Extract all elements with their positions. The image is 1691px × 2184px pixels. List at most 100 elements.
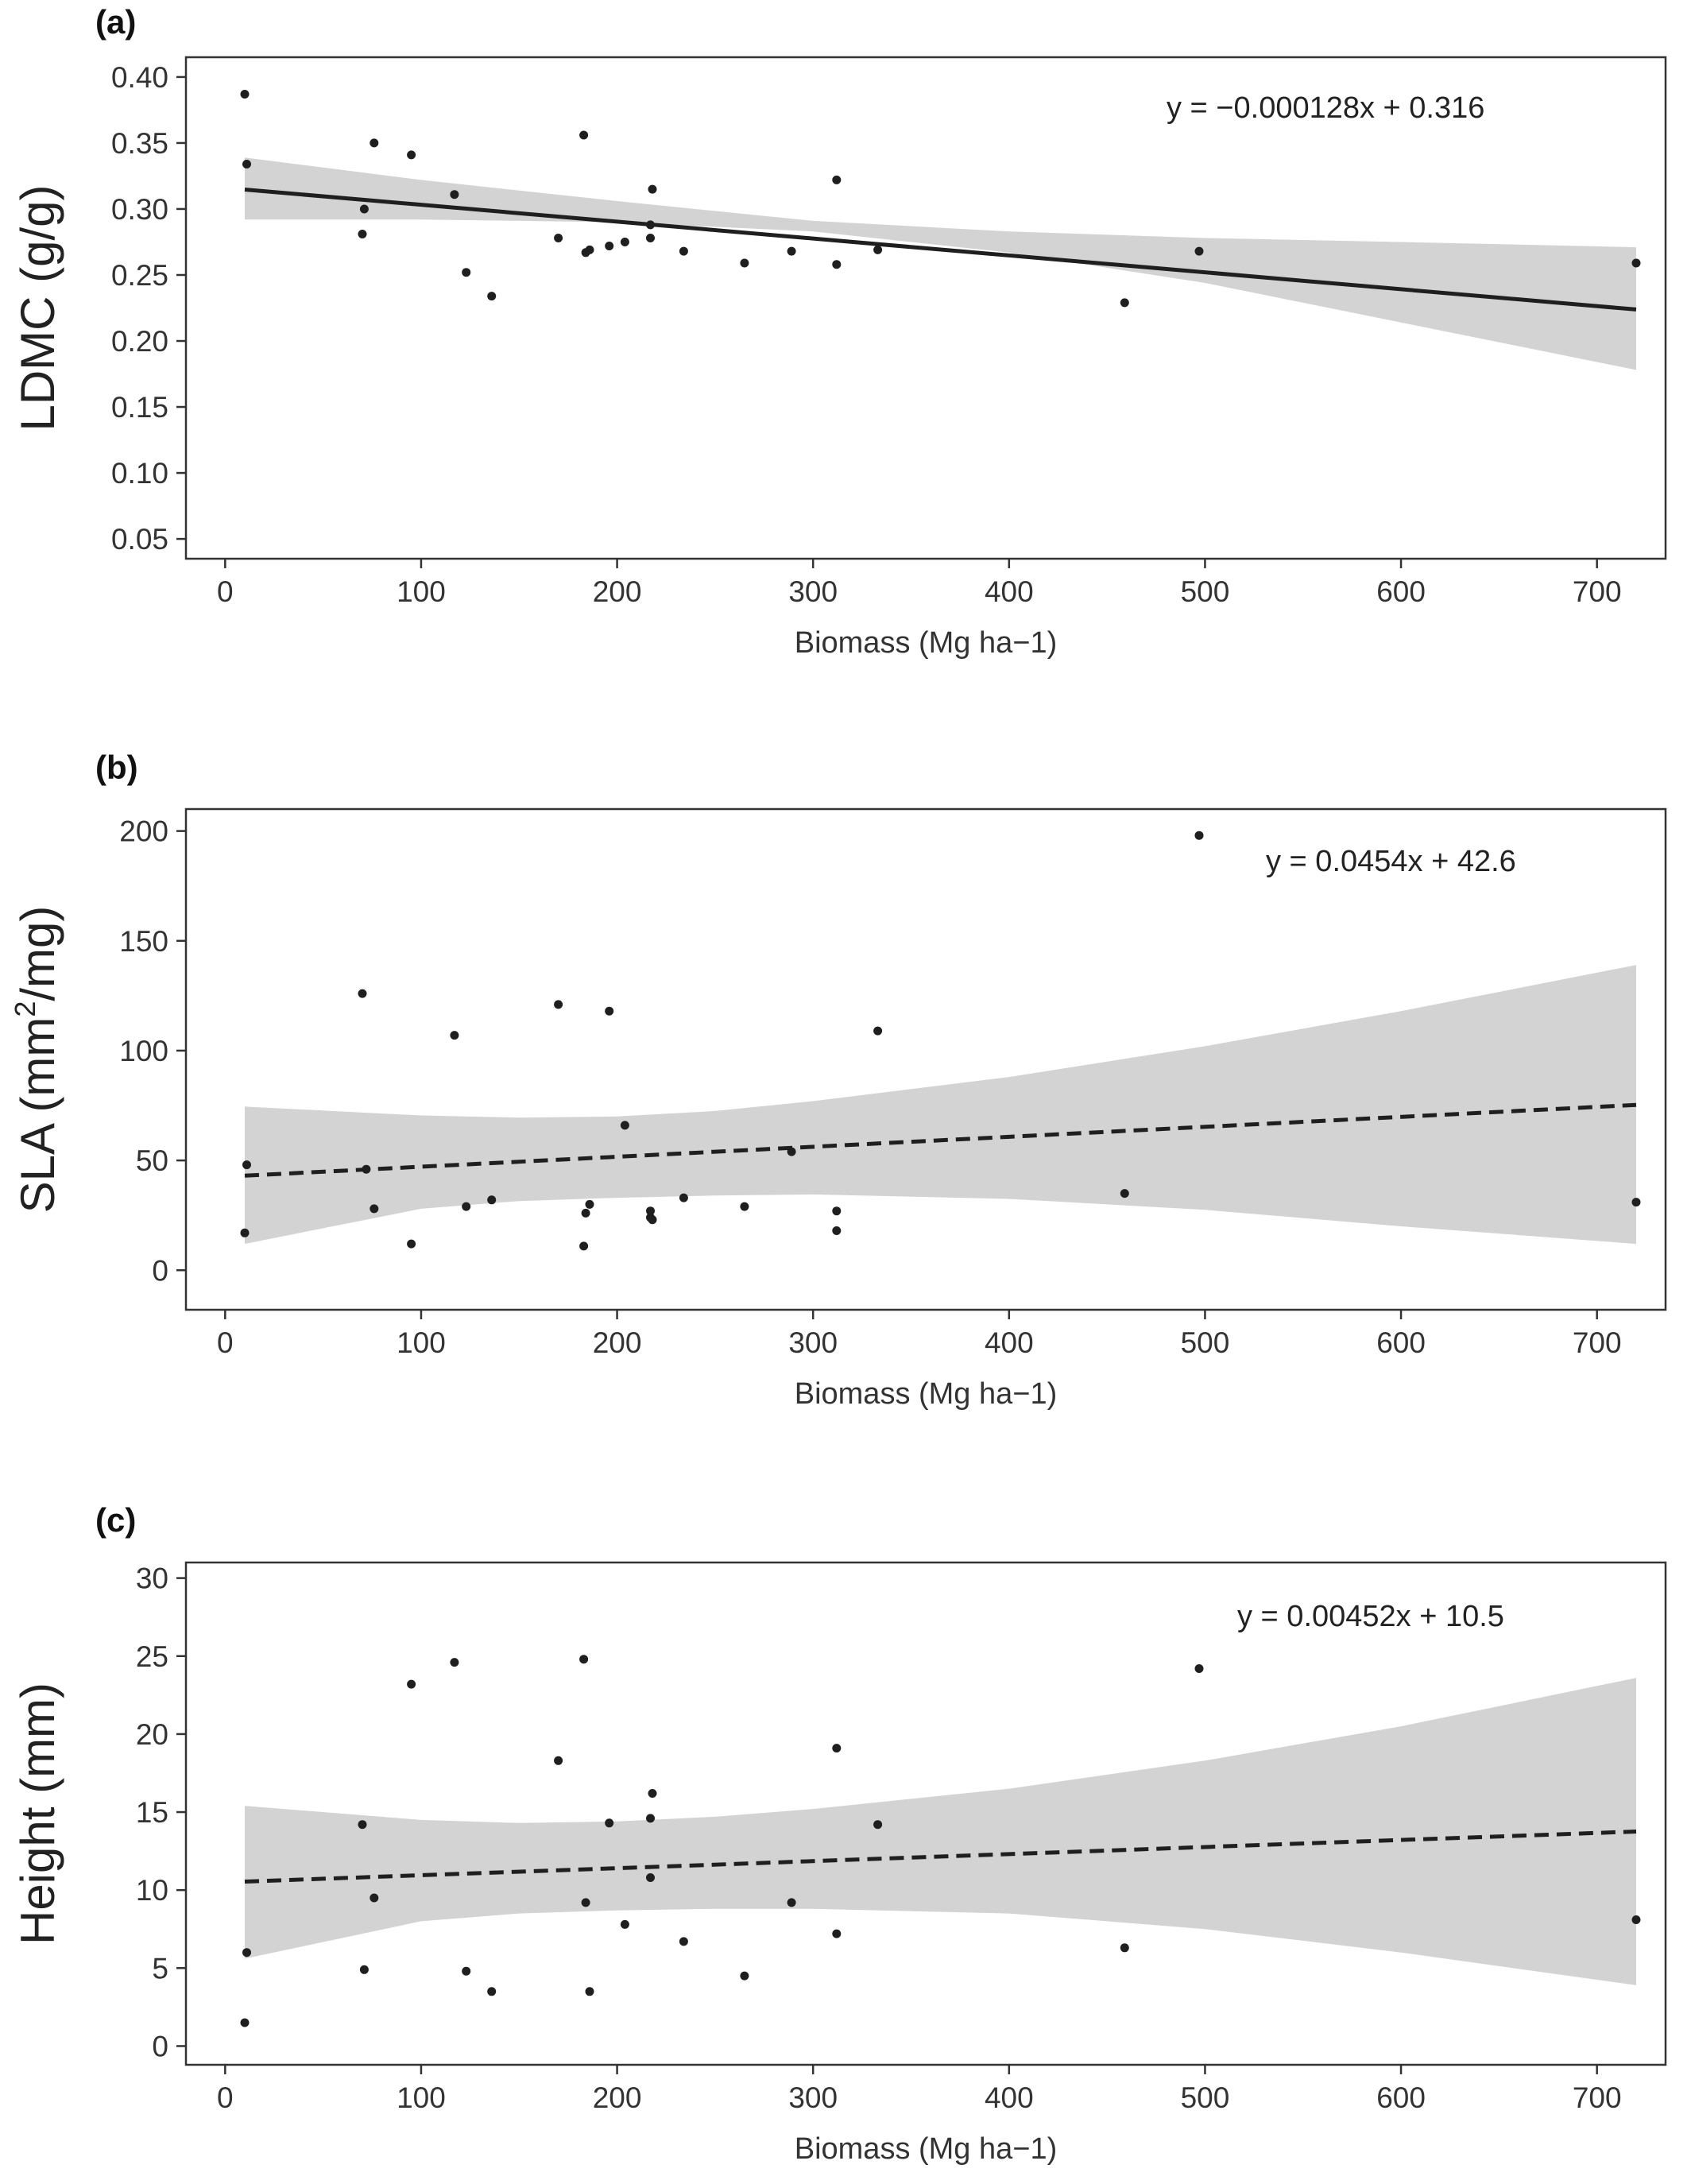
x-tick-label: 0 bbox=[217, 1326, 234, 1359]
data-point bbox=[242, 1160, 251, 1170]
data-point bbox=[585, 245, 594, 254]
data-point bbox=[679, 1937, 688, 1946]
y-tick-label: 200 bbox=[119, 815, 168, 848]
data-point bbox=[370, 1893, 379, 1903]
data-point bbox=[240, 2018, 250, 2027]
data-point bbox=[1631, 1198, 1641, 1207]
x-tick-label: 700 bbox=[1573, 575, 1622, 608]
data-point bbox=[832, 1206, 842, 1216]
data-point bbox=[370, 1204, 379, 1214]
data-point bbox=[359, 1965, 369, 1974]
x-tick-label: 300 bbox=[788, 575, 838, 608]
data-point bbox=[581, 1898, 590, 1907]
data-point bbox=[487, 1195, 497, 1205]
data-point bbox=[240, 1228, 250, 1237]
data-point bbox=[1194, 1664, 1204, 1673]
x-tick-label: 500 bbox=[1181, 2081, 1230, 2114]
data-point bbox=[873, 245, 883, 254]
y-tick-label: 0 bbox=[152, 2030, 168, 2062]
data-point bbox=[579, 1241, 589, 1251]
confidence-band bbox=[245, 965, 1636, 1245]
data-point bbox=[648, 1215, 657, 1225]
data-point bbox=[462, 268, 471, 277]
data-point bbox=[605, 1006, 614, 1016]
data-point bbox=[832, 260, 842, 269]
y-tick-label: 15 bbox=[136, 1796, 168, 1829]
data-point bbox=[832, 175, 842, 184]
y-axis-title-part: /mg) bbox=[11, 906, 64, 1001]
data-point bbox=[407, 1679, 416, 1689]
data-point bbox=[359, 204, 369, 214]
data-point bbox=[620, 1121, 629, 1130]
data-point bbox=[585, 1199, 594, 1209]
data-point bbox=[407, 150, 416, 160]
y-tick-label: 0.35 bbox=[111, 127, 168, 160]
y-axis-title-superscript: 2 bbox=[9, 1001, 41, 1017]
data-point bbox=[581, 1208, 590, 1218]
data-point bbox=[787, 246, 796, 256]
data-point bbox=[1120, 1189, 1129, 1198]
data-point bbox=[605, 1818, 614, 1828]
y-axis-title: SLA (mm2/mg) bbox=[9, 906, 64, 1214]
regression-line bbox=[244, 188, 1637, 312]
confidence-band bbox=[245, 157, 1636, 370]
x-tick-label: 100 bbox=[397, 575, 446, 608]
data-point bbox=[462, 1966, 471, 1976]
y-tick-label: 0.15 bbox=[111, 391, 168, 424]
y-tick-label: 0.25 bbox=[111, 259, 168, 292]
data-point bbox=[579, 130, 589, 140]
data-point bbox=[450, 190, 459, 199]
x-tick-label: 200 bbox=[593, 1326, 642, 1359]
data-point bbox=[646, 1814, 655, 1823]
y-axis-title-part: SLA (mm bbox=[11, 1017, 64, 1214]
panel-label: (a) bbox=[95, 3, 136, 41]
data-point bbox=[487, 292, 497, 301]
data-point bbox=[242, 160, 251, 168]
x-tick-label: 600 bbox=[1376, 2081, 1426, 2114]
x-tick-label: 300 bbox=[788, 2081, 838, 2114]
x-tick-label: 700 bbox=[1573, 2081, 1622, 2114]
data-point bbox=[370, 138, 379, 148]
panel-label: (b) bbox=[95, 749, 138, 786]
y-tick-label: 50 bbox=[136, 1144, 168, 1177]
regression-line bbox=[244, 1829, 1637, 1884]
data-point bbox=[1194, 831, 1204, 840]
y-axis-title: Height (mm) bbox=[11, 1683, 64, 1945]
x-tick-label: 400 bbox=[985, 575, 1034, 608]
data-point bbox=[646, 220, 655, 230]
plot-frame bbox=[184, 1561, 1667, 2066]
y-tick-label: 30 bbox=[136, 1562, 168, 1595]
data-point bbox=[462, 1202, 471, 1211]
data-point bbox=[620, 1919, 629, 1929]
y-tick-label: 20 bbox=[136, 1718, 168, 1751]
y-tick-label: 10 bbox=[136, 1874, 168, 1907]
data-point bbox=[1120, 1943, 1129, 1953]
x-axis-title: Biomass (Mg ha−1) bbox=[795, 1377, 1058, 1411]
data-point bbox=[487, 1987, 497, 1996]
data-point bbox=[554, 1000, 563, 1009]
x-tick-label: 400 bbox=[985, 1326, 1034, 1359]
data-point bbox=[554, 1756, 563, 1765]
data-point bbox=[450, 1031, 459, 1040]
data-point bbox=[646, 1206, 655, 1216]
data-point bbox=[1631, 258, 1641, 268]
data-point bbox=[407, 1239, 416, 1249]
regression-equation: y = 0.0454x + 42.6 bbox=[1266, 845, 1516, 878]
y-tick-label: 0.30 bbox=[111, 193, 168, 226]
data-point bbox=[450, 1658, 459, 1667]
data-point bbox=[679, 246, 688, 256]
data-point bbox=[358, 989, 367, 998]
x-tick-label: 100 bbox=[397, 1326, 446, 1359]
x-tick-label: 700 bbox=[1573, 1326, 1622, 1359]
data-point bbox=[740, 1202, 749, 1211]
x-tick-label: 600 bbox=[1376, 1326, 1426, 1359]
regression-equation: y = −0.000128x + 0.316 bbox=[1167, 91, 1484, 125]
data-point bbox=[873, 1820, 883, 1830]
plot-frame bbox=[184, 56, 1667, 560]
x-tick-label: 500 bbox=[1181, 1326, 1230, 1359]
data-point bbox=[832, 1226, 842, 1235]
data-point bbox=[648, 184, 657, 194]
data-point bbox=[579, 1655, 589, 1664]
y-tick-label: 0.10 bbox=[111, 457, 168, 490]
